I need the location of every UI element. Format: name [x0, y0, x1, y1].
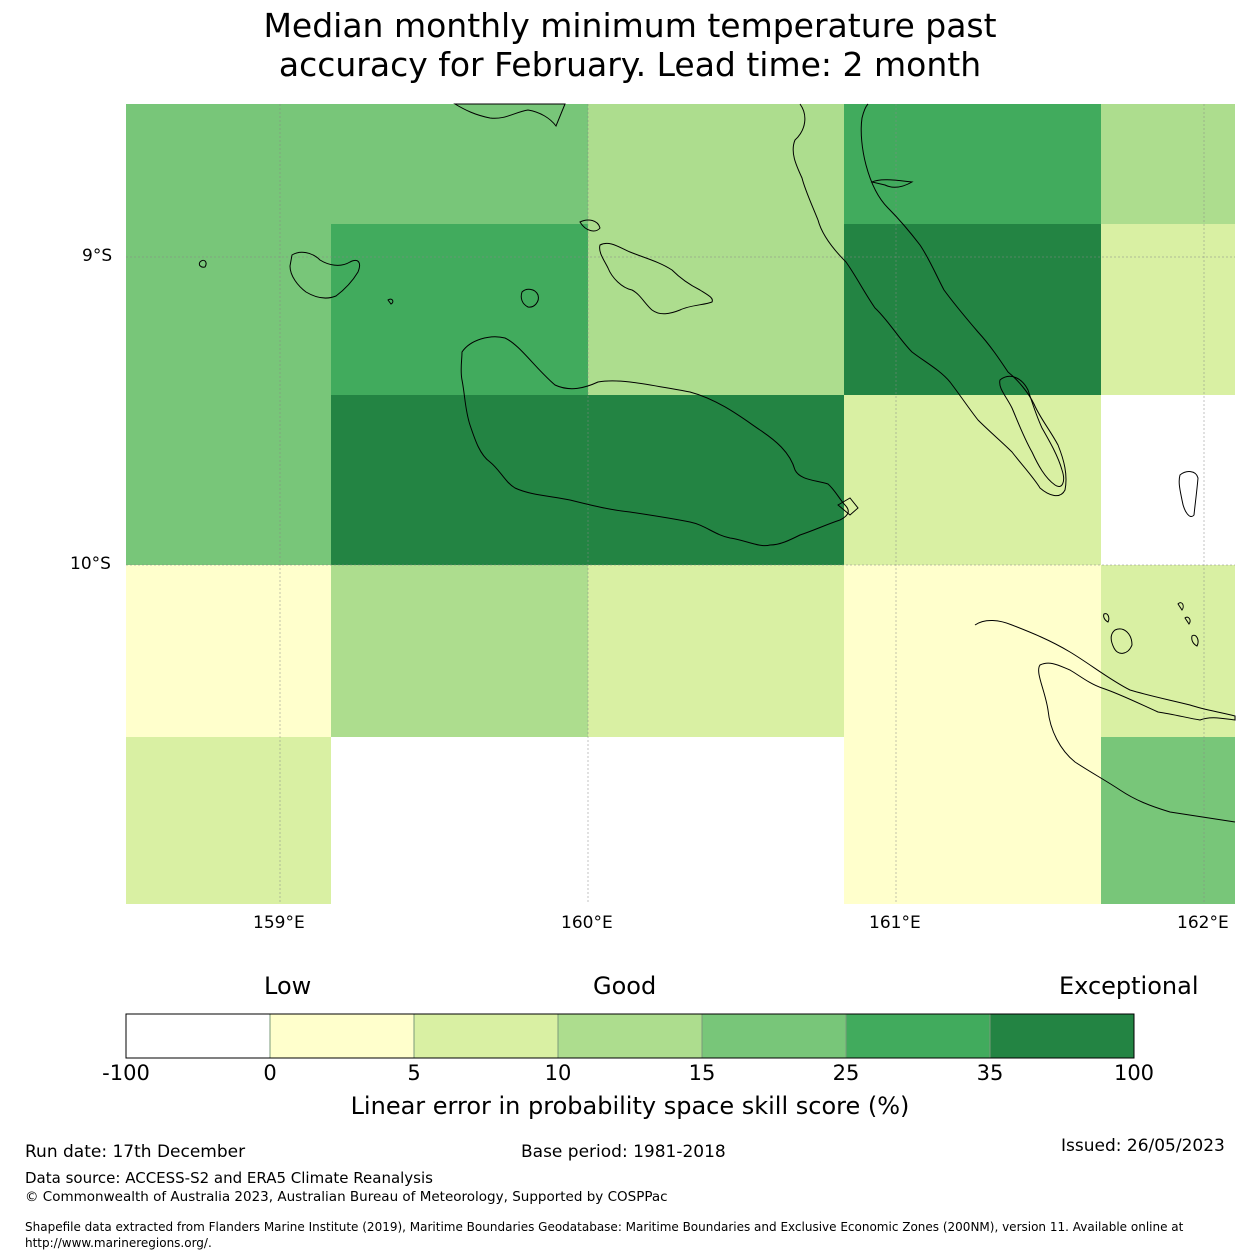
- issued-date: Issued: 26/05/2023: [1061, 1136, 1225, 1156]
- grid-cell-r1-c1: [331, 224, 588, 395]
- coast-islet-d: [1191, 634, 1199, 647]
- grid-cell-r1-c2: [588, 224, 844, 395]
- coastlines: [198, 103, 1236, 823]
- colorbar-segment-1: [269, 1013, 415, 1059]
- coast-russell-islet: [198, 259, 207, 268]
- colorbar-label-6: 35: [976, 1061, 1004, 1085]
- grid-cell-r3-c3: [844, 565, 1101, 737]
- legend-category-good: Good: [593, 972, 657, 1000]
- chart-title: Median monthly minimum temperature past …: [0, 6, 1260, 84]
- colorbar-label-7: 100: [1113, 1061, 1155, 1085]
- coast-nggela: [599, 242, 713, 315]
- coast-islet-c: [1184, 616, 1191, 625]
- grid-cell-r4-c0: [126, 737, 331, 904]
- coast-islet-east: [837, 497, 859, 516]
- grid-cell-r2-c3: [844, 395, 1101, 565]
- grid-cell-r1-c0: [126, 224, 331, 395]
- colorbar-segment-2: [413, 1013, 559, 1059]
- grid-cell-r3-c2: [588, 565, 844, 737]
- colorbar-label-4: 15: [688, 1061, 716, 1085]
- coast-russell: [289, 251, 361, 299]
- coast-malaita: [792, 103, 1067, 497]
- grid-cell-r4-c1: [331, 737, 588, 904]
- skill-grid: [126, 104, 1235, 904]
- title-line-1: Median monthly minimum temperature past: [263, 6, 997, 45]
- grid-cell-r2-c2: [588, 395, 844, 565]
- grid-cell-r2-c1: [331, 395, 588, 565]
- grid-cell-r3-c0: [126, 565, 331, 737]
- shapefile-credit-line-2: http://www.marineregions.org/.: [25, 1236, 212, 1250]
- grid-cell-r2-c0: [126, 395, 331, 565]
- run-date: Run date: 17th December: [25, 1142, 246, 1162]
- grid-cell-r4-c2: [588, 737, 844, 904]
- colorbar-label-3: 10: [544, 1061, 572, 1085]
- coast-savo: [520, 288, 539, 308]
- grid-cell-r3-c4: [1101, 565, 1235, 737]
- lat-tick-9s: 9°S: [82, 246, 113, 266]
- lon-tick-160e: 160°E: [561, 913, 613, 933]
- colorbar-label-0: -100: [102, 1061, 150, 1085]
- grid-cell-r1-c3: [844, 224, 1101, 395]
- grid-cell-r0-c3: [844, 104, 1101, 224]
- colorbar-label-5: 25: [832, 1061, 860, 1085]
- colorbar-segment-0: [125, 1013, 271, 1059]
- coast-guadalcanal: [460, 336, 849, 547]
- grid-cell-r2-c4: [1101, 395, 1235, 565]
- colorbar-segment-6: [989, 1013, 1135, 1059]
- colorbar-segments: [125, 1013, 1135, 1059]
- legend-category-exceptional: Exceptional: [1059, 972, 1199, 1000]
- coast-malaita-north: [870, 179, 914, 188]
- colorbar-segment-4: [701, 1013, 847, 1059]
- colorbar-segment-3: [557, 1013, 703, 1059]
- colorbar-frame: [125, 1013, 1135, 1059]
- title-line-2: accuracy for February. Lead time: 2 mont…: [278, 45, 982, 84]
- grid-cell-r3-c1: [331, 565, 588, 737]
- copyright: © Commonwealth of Australia 2023, Austra…: [25, 1189, 668, 1205]
- coast-nggela-small: [579, 219, 601, 232]
- grid-cell-r4-c4: [1101, 737, 1235, 904]
- data-source: Data source: ACCESS-S2 and ERA5 Climate …: [25, 1169, 433, 1187]
- map-panel: [126, 103, 1236, 904]
- coast-malaita-south: [999, 375, 1065, 487]
- coast-ulawa: [1178, 471, 1199, 517]
- lon-tick-161e: 161°E: [869, 913, 921, 933]
- coast-islet-b: [1177, 602, 1184, 611]
- lon-tick-162e: 162°E: [1177, 913, 1229, 933]
- lat-tick-10s: 10°S: [70, 554, 111, 574]
- colorbar-label-1: 0: [263, 1061, 277, 1085]
- coast-islet-a: [1103, 613, 1110, 623]
- coast-russell-islet-2: [387, 298, 394, 305]
- grid-cell-r4-c3: [844, 737, 1101, 904]
- grid-cell-r1-c4: [1101, 224, 1235, 395]
- colorbar-label-2: 5: [407, 1061, 421, 1085]
- legend-category-low: Low: [264, 972, 312, 1000]
- grid-cell-r0-c4: [1101, 104, 1235, 224]
- coast-makira: [974, 620, 1236, 823]
- lon-tick-159e: 159°E: [253, 913, 305, 933]
- grid-cell-r0-c2: [588, 104, 844, 224]
- coast-makira-islet: [1110, 628, 1133, 654]
- colorbar-title: Linear error in probability space skill …: [350, 1092, 910, 1120]
- shapefile-credit-line-1: Shapefile data extracted from Flanders M…: [25, 1220, 1184, 1234]
- base-period: Base period: 1981-2018: [521, 1142, 726, 1162]
- coast-isabel: [453, 103, 566, 128]
- grid-cell-r0-c1: [331, 104, 588, 224]
- grid-cell-r0-c0: [126, 104, 331, 224]
- colorbar-segment-5: [845, 1013, 991, 1059]
